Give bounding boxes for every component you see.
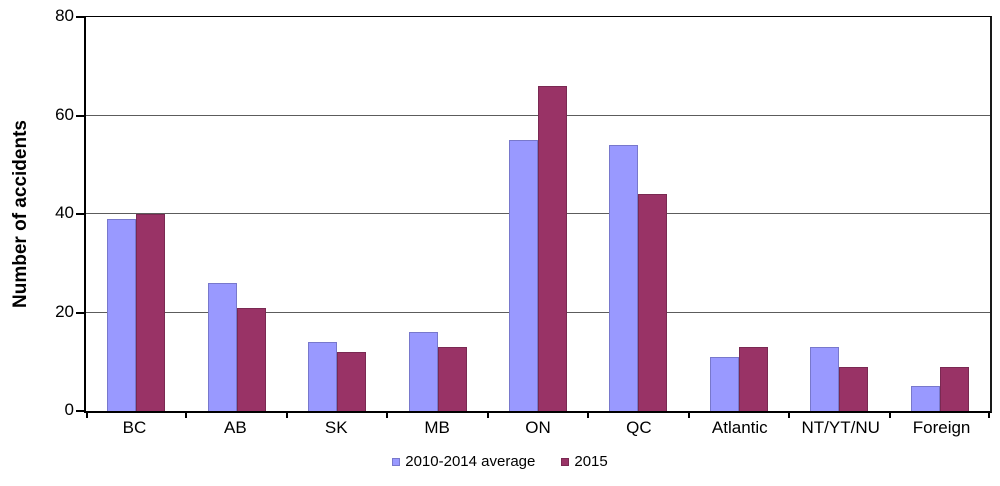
x-tick-mark-1 bbox=[185, 413, 188, 418]
x-tick-mark-5 bbox=[587, 413, 590, 418]
bar-2015 bbox=[236, 307, 266, 411]
x-label-on: ON bbox=[525, 418, 551, 437]
legend-label: 2015 bbox=[574, 453, 608, 470]
bar-2010-2014-average bbox=[810, 346, 840, 411]
bar-2015 bbox=[136, 214, 166, 411]
bar-groups bbox=[86, 17, 990, 411]
x-tick-mark-3 bbox=[386, 413, 389, 418]
y-tick-mark-20 bbox=[76, 311, 84, 314]
y-tick-label-40: 40 bbox=[55, 203, 74, 222]
bar-2010-2014-average bbox=[408, 332, 438, 411]
y-tick-mark-60 bbox=[76, 114, 84, 117]
bar-2015 bbox=[437, 346, 467, 411]
x-tick-mark-2 bbox=[285, 413, 288, 418]
plot-area bbox=[76, 16, 992, 418]
x-label-qc: QC bbox=[626, 418, 652, 437]
x-axis-labels: BC AB SK MB ON QC Atlantic NT/YT/NU Foreign bbox=[84, 419, 992, 437]
legend-marker-icon bbox=[392, 458, 401, 466]
bar-2015 bbox=[839, 366, 869, 411]
x-tick-mark-4 bbox=[486, 413, 489, 418]
bar-group-bc bbox=[86, 17, 186, 411]
x-label-nt-yt-nu: NT/YT/NU bbox=[801, 418, 880, 437]
x-label-foreign: Foreign bbox=[912, 418, 971, 437]
x-label-mb: MB bbox=[424, 418, 450, 437]
bar-2010-2014-average bbox=[207, 282, 237, 411]
bar-2010-2014-average bbox=[709, 356, 739, 411]
bar-2015 bbox=[738, 346, 768, 411]
legend-item-2010-2014-average: 2010-2014 average bbox=[392, 453, 535, 471]
x-tick-mark-9 bbox=[988, 413, 990, 418]
bar-group-on bbox=[488, 17, 588, 411]
bar-group-qc bbox=[588, 17, 688, 411]
bar-2010-2014-average bbox=[609, 145, 639, 411]
y-tick-mark-80 bbox=[76, 16, 84, 18]
bar-2010-2014-average bbox=[910, 386, 940, 411]
x-label-bc: BC bbox=[122, 418, 147, 437]
y-tick-label-80: 80 bbox=[55, 6, 74, 25]
bar-2015 bbox=[337, 351, 367, 411]
y-tick-mark-0 bbox=[76, 410, 84, 412]
x-label-atlantic: Atlantic bbox=[711, 418, 768, 437]
bar-2010-2014-average bbox=[508, 140, 538, 411]
x-tick-mark-6 bbox=[687, 413, 690, 418]
bar-2015 bbox=[638, 194, 668, 411]
legend-label: 2010-2014 average bbox=[405, 453, 536, 470]
x-label-ab: AB bbox=[223, 418, 247, 437]
y-tick-label-20: 20 bbox=[55, 301, 74, 321]
legend-marker-icon bbox=[561, 458, 570, 466]
bar-2015 bbox=[537, 85, 567, 411]
x-tick-mark-7 bbox=[788, 413, 791, 418]
bar-group-sk bbox=[287, 17, 387, 411]
bar-group-ab bbox=[186, 17, 286, 411]
bar-2010-2014-average bbox=[107, 218, 137, 411]
x-tick-mark-8 bbox=[888, 413, 891, 418]
y-tick-label-0: 0 bbox=[64, 400, 74, 419]
bar-2015 bbox=[939, 366, 969, 411]
legend-item-2015: 2015 bbox=[561, 453, 608, 471]
bar-group-mb bbox=[387, 17, 487, 411]
bar-group-nt-yt-nu bbox=[789, 17, 889, 411]
x-tick-mark-0 bbox=[86, 413, 88, 418]
y-tick-label-60: 60 bbox=[55, 104, 74, 124]
y-tick-mark-40 bbox=[76, 213, 84, 215]
bar-group-foreign bbox=[890, 17, 990, 411]
legend: 2010-2014 average 2015 bbox=[0, 453, 1000, 471]
bar-group-atlantic bbox=[689, 17, 789, 411]
x-label-sk: SK bbox=[324, 418, 348, 437]
bar-2010-2014-average bbox=[308, 342, 338, 411]
